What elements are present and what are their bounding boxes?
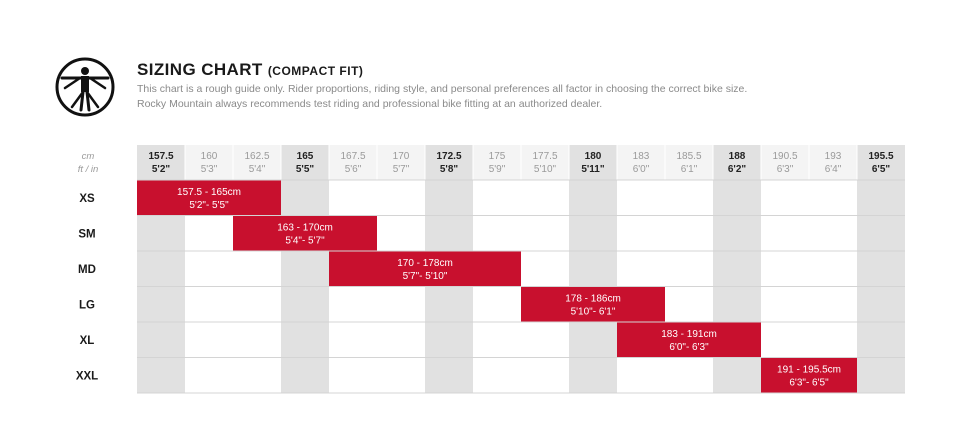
column-ftin-label: 6'4" [825, 164, 842, 175]
column-cm-label: 167.5 [340, 151, 365, 162]
bar-label-cm: 191 - 195.5cm [777, 365, 841, 376]
column-ftin-label: 5'9" [489, 164, 506, 175]
unit-ftin-label: ft / in [78, 164, 99, 175]
column-ftin-label: 5'11" [581, 164, 605, 175]
column-ftin-label: 6'3" [777, 164, 794, 175]
vitruvian-man-icon [55, 57, 115, 117]
bar-label-cm: 170 - 178cm [397, 258, 453, 269]
column-cm-label: 157.5 [148, 151, 173, 162]
bar-label-ftin: 5'2"- 5'5" [189, 200, 229, 211]
column-cm-label: 172.5 [436, 151, 461, 162]
bar-label-ftin: 5'7"- 5'10" [403, 271, 448, 282]
column-cm-label: 185.5 [676, 151, 701, 162]
column-cm-label: 177.5 [532, 151, 557, 162]
description-line-1: This chart is a rough guide only. Rider … [137, 83, 748, 95]
size-bar-lg [521, 287, 665, 322]
column-ftin-label: 6'5" [872, 164, 891, 175]
size-label-sm: SM [78, 228, 95, 240]
column-cm-label: 195.5 [868, 151, 893, 162]
bar-label-ftin: 6'0"- 6'3" [669, 342, 709, 353]
size-bar-xl [617, 322, 761, 357]
header-cell [425, 145, 473, 180]
bar-label-cm: 183 - 191cm [661, 329, 717, 340]
column-cm-label: 193 [825, 151, 842, 162]
size-label-md: MD [78, 264, 96, 276]
bar-label-cm: 178 - 186cm [565, 294, 621, 305]
title-subtitle: (COMPACT FIT) [267, 64, 364, 78]
column-cm-label: 170 [393, 151, 410, 162]
page-title: SIZING CHART (COMPACT FIT) [137, 60, 363, 80]
column-cm-label: 183 [633, 151, 650, 162]
size-label-xxl: XXL [76, 370, 98, 382]
header-cell [185, 145, 233, 180]
header-cell [521, 145, 569, 180]
description-line-2: Rocky Mountain always recommends test ri… [137, 98, 603, 110]
bar-label-ftin: 5'4"- 5'7" [285, 236, 325, 247]
unit-cm-label: cm [82, 151, 95, 162]
bar-label-ftin: 5'10"- 6'1" [571, 307, 616, 318]
column-ftin-label: 5'2" [152, 164, 171, 175]
header-cell [857, 145, 905, 180]
header-cell [377, 145, 425, 180]
size-label-xs: XS [79, 193, 95, 205]
header-cell [617, 145, 665, 180]
bar-label-cm: 157.5 - 165cm [177, 187, 241, 198]
size-label-xl: XL [80, 335, 95, 347]
size-bar-sm [233, 216, 377, 251]
column-cm-label: 160 [201, 151, 218, 162]
column-ftin-label: 5'7" [393, 164, 410, 175]
size-bar-xs [137, 180, 281, 215]
column-ftin-label: 5'10" [534, 164, 557, 175]
column-cm-label: 180 [585, 151, 602, 162]
column-ftin-label: 6'0" [633, 164, 650, 175]
header-cell [281, 145, 329, 180]
column-cm-label: 190.5 [772, 151, 797, 162]
header-cell [569, 145, 617, 180]
title-text: SIZING CHART [137, 60, 263, 79]
header-cell [329, 145, 377, 180]
bar-label-cm: 163 - 170cm [277, 223, 333, 234]
column-ftin-label: 6'2" [728, 164, 747, 175]
size-bar-md [329, 251, 521, 286]
header-cell [473, 145, 521, 180]
column-cm-label: 162.5 [244, 151, 269, 162]
size-bar-xxl [761, 358, 857, 393]
header-cell [809, 145, 857, 180]
column-cm-label: 165 [297, 151, 314, 162]
column-ftin-label: 5'5" [296, 164, 315, 175]
column-ftin-label: 5'3" [201, 164, 218, 175]
header-cell [233, 145, 281, 180]
header-cell [137, 145, 185, 180]
bar-label-ftin: 6'3"- 6'5" [789, 378, 829, 389]
column-ftin-label: 6'1" [681, 164, 698, 175]
header-cell [761, 145, 809, 180]
column-ftin-label: 5'8" [440, 164, 459, 175]
header-cell [665, 145, 713, 180]
size-label-lg: LG [79, 299, 95, 311]
column-ftin-label: 5'4" [249, 164, 266, 175]
column-cm-label: 175 [489, 151, 506, 162]
column-cm-label: 188 [729, 151, 746, 162]
header-cell [713, 145, 761, 180]
column-ftin-label: 5'6" [345, 164, 362, 175]
